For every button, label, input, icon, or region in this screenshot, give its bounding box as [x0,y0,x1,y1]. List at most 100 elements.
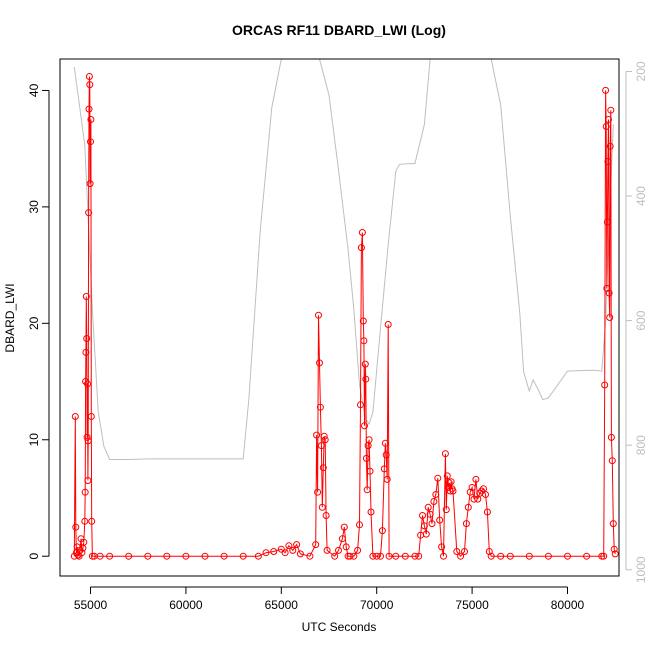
data-point [483,508,491,516]
data-point [239,552,247,560]
data-point [436,516,444,524]
secondary-series-line [73,58,614,460]
data-point [85,105,93,113]
data-point [321,436,329,444]
data-point [606,142,614,150]
data-point [601,381,609,389]
data-point [426,510,434,518]
data-point [86,180,94,188]
data-point [201,552,209,560]
data-point [361,360,369,368]
data-point [461,548,468,555]
data-point [438,543,446,551]
data-point [611,550,619,558]
data-point [603,218,611,226]
data-point [373,552,381,560]
data-point [71,413,79,420]
data-point [318,503,326,511]
primary-series-layer [70,73,619,560]
data-point [485,548,493,555]
data-point [462,520,470,528]
data-point [442,506,450,514]
data-point [600,552,608,560]
data-point [363,486,371,494]
data-point [544,552,552,560]
y-tick-label: 20 [27,316,41,330]
data-point [464,503,472,511]
data-point [357,401,364,409]
x-tick-label: 65000 [265,598,299,612]
x-axis-label: UTC Seconds [302,620,377,634]
data-point [384,321,392,328]
data-point [359,317,367,325]
data-point [422,530,430,538]
data-point [270,548,278,555]
data-point [346,552,354,560]
data-point [606,314,614,321]
data-point [70,552,78,560]
data-point [220,552,228,560]
x-axis: 55000 60000 65000 70000 75000 80000 [74,586,585,612]
x-tick-label: 75000 [455,598,489,612]
data-point [440,552,447,560]
data-point [602,86,610,94]
y-axis-label: DBARD_LWI [3,283,17,352]
data-point [83,335,91,342]
data-point [322,512,330,519]
y-axis: 0 10 20 30 40 [27,83,50,560]
data-point [365,436,373,444]
data-point [419,512,426,519]
data-point [338,535,346,543]
data-point [444,484,452,491]
x-tick-label: 55000 [74,598,108,612]
data-point [382,451,390,459]
data-point [506,552,514,560]
data-point [281,549,289,557]
data-point [470,495,478,503]
data-point [320,432,328,440]
data-point [362,454,370,462]
chart-title: ORCAS RF11 DBARD_LWI (Log) [232,22,446,38]
data-point [350,552,358,560]
data-point [85,73,93,80]
data-point [457,552,465,560]
data-point [335,546,342,554]
data-point [449,487,457,495]
data-point [316,359,323,367]
data-point [277,545,285,553]
y-tick-label: 30 [27,200,41,214]
primary-series-line [73,76,616,558]
data-point [293,541,301,549]
data-point [415,552,423,560]
data-point [254,552,262,560]
data-point [478,487,486,495]
data-point [87,413,95,420]
data-point [605,116,612,123]
data-point [316,403,324,411]
data-point [411,552,419,560]
data-point [428,520,436,528]
data-point [583,552,591,560]
data-point [289,546,297,554]
data-point [72,523,80,531]
data-point [609,520,617,528]
y-tick-label: 40 [27,83,41,97]
data-point [380,465,388,473]
data-point [85,209,93,217]
data-point [525,552,533,560]
y-tick-label: 0 [27,553,41,560]
data-point [358,229,366,236]
y2-tick-label: 200 [634,61,648,81]
data-point [487,552,495,560]
data-point [84,437,92,445]
data-point [80,538,88,546]
data-point [447,478,455,486]
data-point [605,289,613,297]
data-point [378,527,386,535]
data-point [381,439,389,447]
data-point [468,484,476,491]
data-point [83,433,91,441]
data-point [313,431,321,439]
data-point [453,548,461,555]
x-tick-label: 80000 [551,598,585,612]
